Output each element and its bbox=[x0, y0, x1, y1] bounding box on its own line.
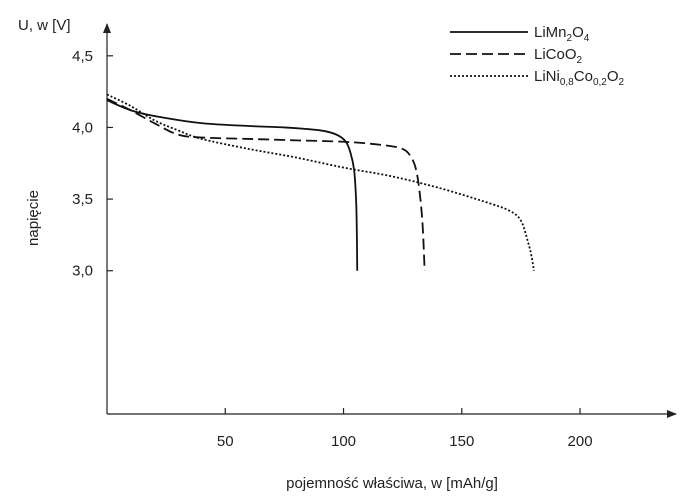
series-line-3 bbox=[106, 93, 535, 271]
x-tick-label: 200 bbox=[568, 433, 593, 450]
series-line-2 bbox=[106, 97, 426, 271]
series-group bbox=[106, 93, 535, 271]
y-axis-unit-label: U, w [V] bbox=[18, 17, 71, 34]
legend-label-3: LiNi0,8Co0,2O2 bbox=[534, 68, 625, 88]
x-tick-label: 100 bbox=[331, 433, 356, 450]
x-axis-label: pojemność właściwa, w [mAh/g] bbox=[286, 475, 498, 492]
y-ticks: 3,0 3,5 4,0 4,5 bbox=[72, 48, 113, 280]
y-tick-label: 4,0 bbox=[72, 119, 93, 136]
y-axis-label: napięcie bbox=[25, 190, 42, 246]
x-tick-label: 50 bbox=[217, 433, 234, 450]
y-tick-label: 3,0 bbox=[72, 263, 93, 280]
y-tick-label: 3,5 bbox=[72, 191, 93, 208]
axes bbox=[103, 23, 677, 418]
x-ticks: 50 100 150 200 bbox=[217, 408, 593, 450]
y-tick-label: 4,5 bbox=[72, 48, 93, 65]
x-tick-label: 150 bbox=[449, 433, 474, 450]
legend-label-2: LiCoO2 bbox=[534, 46, 583, 66]
legend-label-1: LiMn2O4 bbox=[534, 24, 590, 44]
series-line-1 bbox=[106, 99, 359, 271]
